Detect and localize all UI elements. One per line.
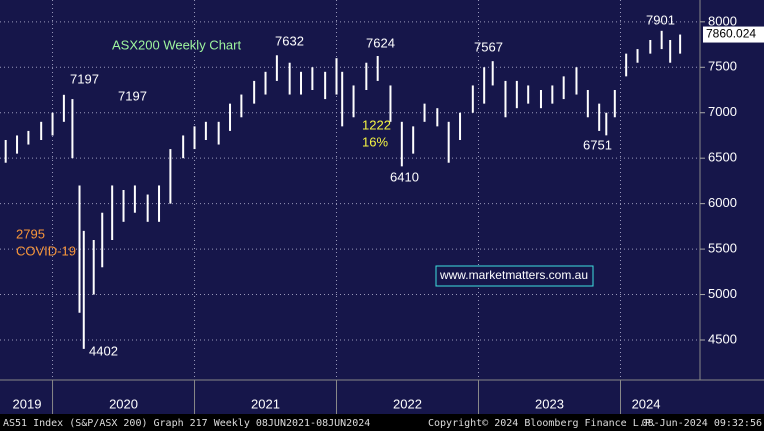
x-tick-label: 2023 — [535, 396, 564, 411]
chart-title: ASX200 Weekly Chart — [112, 37, 241, 52]
annotation: 7567 — [474, 39, 503, 54]
url-box — [435, 265, 594, 287]
y-tick-label: 6500 — [708, 150, 737, 165]
annotation: 1222 — [362, 117, 391, 132]
y-tick-label: 5500 — [708, 241, 737, 256]
url: www.marketmatters.com.au — [439, 268, 588, 282]
last-value-label: 7860.024 — [706, 27, 756, 41]
y-tick-label: 8000 — [708, 13, 737, 28]
y-tick-label: 7500 — [708, 59, 737, 74]
x-tick-label: 2024 — [632, 396, 661, 411]
annotation: 7632 — [275, 33, 304, 48]
footer-center: Copyright© 2024 Bloomberg Finance L.P. — [428, 418, 657, 429]
annotation: 16% — [362, 134, 388, 149]
annotation: 2795 — [16, 226, 45, 241]
annotation: 7197 — [70, 71, 99, 86]
x-tick-label: 2019 — [13, 396, 42, 411]
annotation: 7197 — [118, 88, 147, 103]
annotation: 6751 — [583, 137, 612, 152]
last-value-box — [703, 26, 764, 43]
y-tick-label: 6000 — [708, 195, 737, 210]
footer-left: AS51 Index (S&P/ASX 200) Graph 217 Weekl… — [3, 418, 370, 429]
footer-right: 08-Jun-2024 09:32:56 — [642, 418, 762, 429]
x-tick-label: 2021 — [251, 396, 280, 411]
annotation: 7901 — [646, 12, 675, 27]
x-tick-label: 2022 — [393, 396, 422, 411]
annotation: 4402 — [89, 343, 118, 358]
footer-bar — [0, 414, 764, 431]
y-tick-label: 4500 — [708, 331, 737, 346]
annotation: COVID-19 — [16, 243, 76, 258]
y-tick-label: 7000 — [708, 104, 737, 119]
annotation: 6410 — [390, 169, 419, 184]
y-tick-label: 5000 — [708, 286, 737, 301]
annotation: 7624 — [366, 35, 395, 50]
x-tick-label: 2020 — [109, 396, 138, 411]
